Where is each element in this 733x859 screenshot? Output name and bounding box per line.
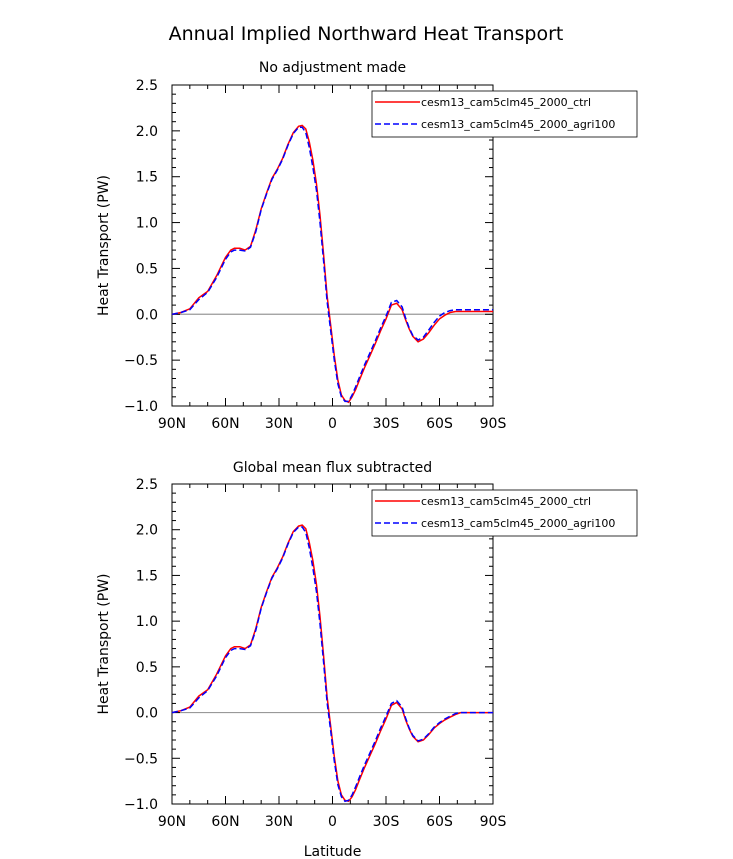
series-line-agri100 [171,126,493,403]
y-tick-label: 1.0 [136,216,158,232]
x-tick-label: 90N [158,416,186,432]
y-tick-label: −0.5 [124,751,158,767]
y-tick-label: −0.5 [124,353,158,369]
panel-title: Global mean flux subtracted [233,460,432,476]
y-tick-label: 2.0 [136,124,158,140]
series-line-ctrl [171,124,493,404]
y-tick-label: 0.0 [136,706,158,722]
series-line-ctrl [171,524,493,803]
x-tick-label: 60S [426,814,453,830]
y-tick-label: 2.5 [136,78,158,94]
y-tick-label: −1.0 [124,797,158,813]
legend-label: cesm13_cam5clm45_2000_agri100 [421,517,615,530]
legend-label: cesm13_cam5clm45_2000_ctrl [421,96,591,109]
x-tick-label: 60N [211,416,239,432]
x-tick-label: 90N [158,814,186,830]
y-tick-label: −1.0 [124,399,158,415]
legend-box [371,90,638,138]
x-tick-label: 90S [480,416,507,432]
legend-label: cesm13_cam5clm45_2000_agri100 [421,118,615,131]
x-tick-label: 0 [328,814,337,830]
y-tick-label: 1.5 [136,568,158,584]
y-tick-label: 0.5 [136,660,158,676]
x-tick-label: 60S [426,416,453,432]
series-line-agri100 [171,526,493,803]
legend-label: cesm13_cam5clm45_2000_ctrl [421,495,591,508]
x-tick-label: 30N [265,814,293,830]
y-tick-label: 0.0 [136,307,158,323]
x-axis-title: Latitude [304,844,362,859]
x-tick-label: 30S [373,814,400,830]
x-tick-label: 60N [211,814,239,830]
x-tick-label: 30S [373,416,400,432]
y-tick-label: 1.5 [136,170,158,186]
panel-title: No adjustment made [259,60,406,76]
y-tick-label: 0.5 [136,261,158,277]
legend: cesm13_cam5clm45_2000_ctrl cesm13_cam5clm… [371,90,638,138]
y-axis-title: Heat Transport (PW) [96,573,112,714]
x-tick-label: 0 [328,416,337,432]
legend: cesm13_cam5clm45_2000_ctrl cesm13_cam5clm… [371,489,638,537]
y-tick-label: 2.0 [136,523,158,539]
panel-1: No adjustment made −1.0 −0.5 0.0 0.5 1.0 1.5 2.… [96,60,638,432]
y-tick-label: 2.5 [136,477,158,493]
y-tick-label: 1.0 [136,614,158,630]
legend-box [371,489,638,537]
x-tick-label: 90S [480,814,507,830]
figure-title: Annual Implied Northward Heat Transport [169,23,564,45]
y-axis-title: Heat Transport (PW) [96,175,112,316]
panel-2: Global mean flux subtracted −1.0 −0.5 0.0 0.… [96,460,638,859]
x-tick-label: 30N [265,416,293,432]
